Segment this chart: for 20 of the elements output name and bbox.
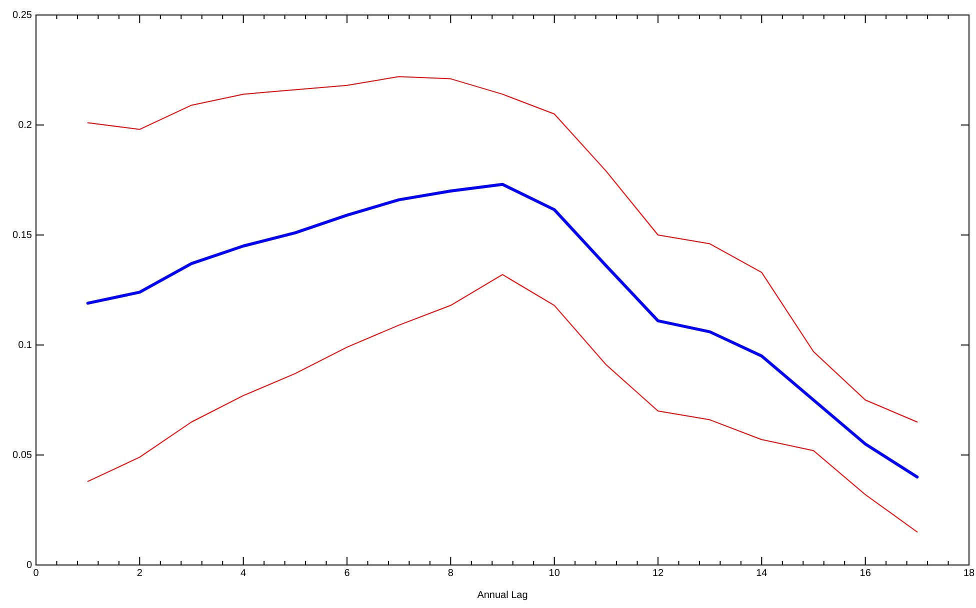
x-tick-label: 16 (860, 568, 872, 580)
y-tick-label: 0.2 (18, 120, 32, 132)
y-tick-label: 0.15 (12, 230, 32, 242)
x-tick-label: 6 (344, 568, 350, 580)
x-tick-label: 12 (652, 568, 664, 580)
y-tick-label: 0.25 (12, 10, 32, 22)
x-tick-label: 10 (548, 568, 560, 580)
x-axis-title: Annual Lag (477, 590, 528, 601)
line-series (87, 274, 918, 532)
x-tick-label: 14 (756, 568, 768, 580)
line-series (86, 182, 919, 478)
x-tick-label: 4 (240, 568, 247, 580)
y-tick-label: 0.05 (12, 450, 32, 462)
line-series (87, 76, 918, 422)
y-tick-label: 0 (26, 560, 32, 572)
y-tick-label: 0.1 (18, 340, 32, 352)
x-tick-label: 18 (963, 568, 975, 580)
x-tick-label: 8 (448, 568, 454, 580)
x-tick-label: 0 (33, 568, 40, 580)
x-tick-label: 2 (136, 568, 143, 580)
